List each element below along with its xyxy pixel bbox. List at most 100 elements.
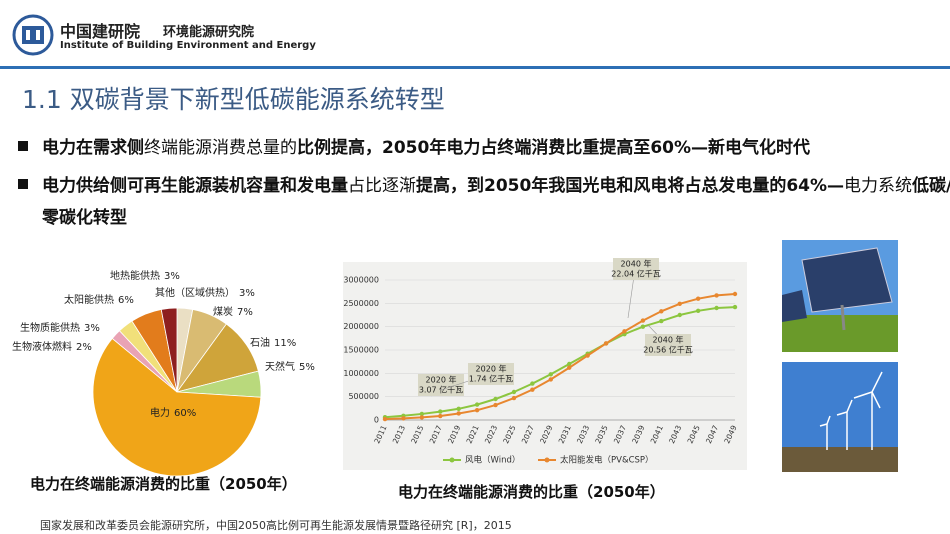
- pie-label-value: 60%: [174, 408, 196, 419]
- pie-label-value: 2%: [76, 342, 92, 353]
- series-marker: [677, 301, 682, 306]
- series-marker: [640, 318, 646, 323]
- series-marker: [456, 406, 461, 411]
- annotation-text: 2040 年: [621, 259, 652, 269]
- pie-slice: [92, 337, 262, 477]
- series-marker: [474, 408, 480, 413]
- y-tick-label: 2000000: [343, 322, 379, 331]
- pie-label-name: 电力: [150, 406, 170, 419]
- series-marker: [419, 411, 425, 417]
- annotation-text: 22.04 亿千瓦: [611, 269, 660, 279]
- series-marker: [659, 309, 664, 314]
- source: 国家发展和改革委员会能源研究所，中国2050高比例可再生能源发展情景暨路径研究 …: [40, 519, 512, 532]
- pie-label-value: 3%: [239, 288, 255, 299]
- series-marker: [548, 377, 553, 382]
- y-tick-label: 500000: [348, 392, 379, 401]
- y-tick-label: 0: [374, 416, 379, 425]
- series-marker: [677, 312, 682, 318]
- series-marker: [511, 395, 517, 401]
- bullet: 电力供给侧可再生能源装机容量和发电量占比逐渐提高，到2050年我国光电和风电将占…: [18, 170, 950, 234]
- dept-en: Institute of Building Environment and En…: [60, 40, 316, 51]
- pie-label: 太阳能供热 6%: [64, 293, 134, 306]
- dept: 环境能源研究院: [163, 25, 255, 40]
- pie-label: 其他（区域供热） 3%: [155, 286, 255, 299]
- series-marker: [493, 402, 498, 408]
- series-marker: [493, 396, 498, 402]
- series-marker: [567, 361, 572, 367]
- header-rule: [0, 66, 950, 69]
- annotation-text: 3.07 亿千瓦: [419, 385, 463, 395]
- series-marker: [640, 324, 646, 329]
- annotation-text: 2040 年: [653, 335, 684, 345]
- pie-label: 煤炭 7%: [213, 305, 253, 318]
- pie-label-value: 5%: [299, 362, 315, 373]
- series-line: [384, 306, 736, 419]
- y-tick-label: 2500000: [343, 299, 379, 308]
- pie-label-name: 其他（区域供热）: [155, 286, 235, 299]
- bullet-text: 电力在需求侧: [42, 138, 144, 158]
- pie-label-value: 3%: [164, 271, 180, 282]
- pie-label-value: 6%: [118, 295, 134, 306]
- pie-label-value: 7%: [237, 307, 253, 318]
- annotation-text: 2020 年: [426, 375, 457, 385]
- series-marker: [438, 413, 443, 419]
- bullet-marker: [18, 141, 28, 151]
- pie-label-name: 天然气: [265, 360, 295, 373]
- pie-label-name: 地热能供热: [110, 269, 160, 282]
- series-marker: [695, 308, 701, 313]
- bullet: 电力在需求侧终端能源消费总量的比例提高，2050年电力占终端消费比重提高至60%…: [18, 132, 938, 164]
- line-chart: 0 500000 1000000 1500000 2000000 2500000 30000…: [343, 258, 747, 470]
- bullet-text: 终端能源消费总量的: [144, 138, 297, 158]
- series-marker: [603, 341, 609, 346]
- legend-label: 太阳能发电（PV&CSP）: [560, 455, 654, 466]
- y-tick-label: 1500000: [343, 346, 379, 355]
- annotation-text: 1.74 亿千瓦: [469, 374, 513, 384]
- series-marker: [714, 305, 719, 311]
- bullet-text: 电力系统: [844, 176, 913, 196]
- pie-label-name: 生物液体燃料: [12, 340, 72, 353]
- pie-label: 石油 11%: [250, 336, 296, 349]
- annotation-text: 20.56 亿千瓦: [643, 345, 692, 355]
- bullet-text: 占比逐渐: [348, 176, 416, 196]
- pie-label-name: 煤炭: [213, 305, 233, 318]
- series-marker: [474, 402, 480, 407]
- pie-label: 电力 60%: [150, 406, 196, 419]
- series-marker: [382, 416, 388, 422]
- pie-label: 天然气 5%: [265, 360, 315, 373]
- legend-marker: [544, 457, 550, 463]
- bullet-marker: [18, 179, 28, 189]
- annotation-text: 2020 年: [476, 364, 507, 374]
- series-marker: [530, 387, 535, 392]
- annotation-box: [468, 363, 514, 385]
- annotation-box: [613, 258, 659, 280]
- logo-cn: 中国建研院: [60, 22, 141, 41]
- legend-label: 风电（Wind）: [465, 455, 520, 466]
- series-marker: [714, 293, 719, 298]
- series-marker: [567, 365, 572, 370]
- pie-slice: [160, 307, 178, 393]
- wind-photo: [782, 362, 898, 472]
- legend-marker: [449, 457, 455, 463]
- plot-background: [343, 262, 747, 470]
- series-marker: [732, 304, 738, 310]
- series-marker: [511, 389, 517, 395]
- bullet-text: 电力供给侧可再生能源装机容量和发电量: [42, 176, 348, 196]
- pie-label: 生物质能供热 3%: [20, 321, 100, 334]
- series-line: [384, 293, 736, 421]
- series-marker: [530, 381, 535, 386]
- logo: [12, 14, 54, 56]
- series-marker: [548, 372, 553, 377]
- bullet-text: 低碳/零碳化转型: [42, 176, 950, 228]
- pie-label-name: 石油: [250, 336, 270, 349]
- series-marker: [659, 318, 664, 324]
- y-tick-label: 1000000: [343, 369, 379, 378]
- pie-label: 生物液体燃料 2%: [12, 340, 92, 353]
- series-marker: [695, 296, 701, 301]
- pie-label: 地热能供热 3%: [110, 269, 180, 282]
- series-marker: [401, 416, 406, 421]
- line-caption: 电力在终端能源消费的比重（2050年）: [398, 483, 665, 501]
- series-marker: [456, 411, 461, 416]
- pie-label-name: 生物质能供热: [20, 321, 80, 334]
- y-tick-label: 3000000: [343, 276, 379, 285]
